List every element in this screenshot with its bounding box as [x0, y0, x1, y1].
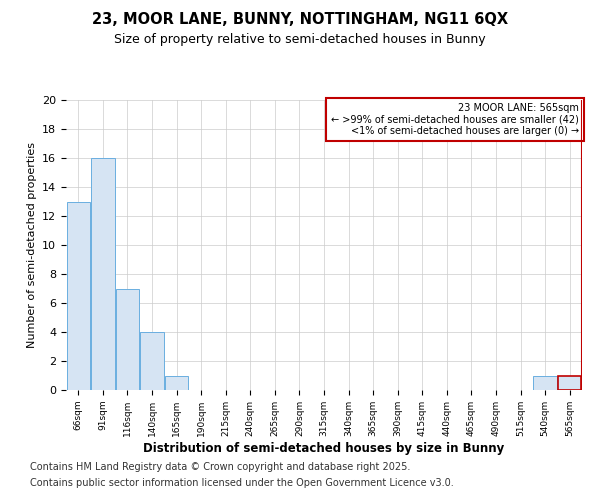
Text: 23 MOOR LANE: 565sqm
← >99% of semi-detached houses are smaller (42)
<1% of semi: 23 MOOR LANE: 565sqm ← >99% of semi-deta…: [331, 103, 579, 136]
Bar: [140, 332, 164, 390]
Bar: [91, 158, 115, 390]
X-axis label: Distribution of semi-detached houses by size in Bunny: Distribution of semi-detached houses by …: [143, 442, 505, 454]
Bar: [533, 376, 557, 390]
Text: Contains public sector information licensed under the Open Government Licence v3: Contains public sector information licen…: [30, 478, 454, 488]
Text: Size of property relative to semi-detached houses in Bunny: Size of property relative to semi-detach…: [114, 32, 486, 46]
Bar: [165, 376, 188, 390]
Y-axis label: Number of semi-detached properties: Number of semi-detached properties: [26, 142, 37, 348]
Bar: [67, 202, 90, 390]
Text: Contains HM Land Registry data © Crown copyright and database right 2025.: Contains HM Land Registry data © Crown c…: [30, 462, 410, 472]
Text: 23, MOOR LANE, BUNNY, NOTTINGHAM, NG11 6QX: 23, MOOR LANE, BUNNY, NOTTINGHAM, NG11 6…: [92, 12, 508, 28]
Bar: [116, 288, 139, 390]
Bar: [558, 376, 581, 390]
